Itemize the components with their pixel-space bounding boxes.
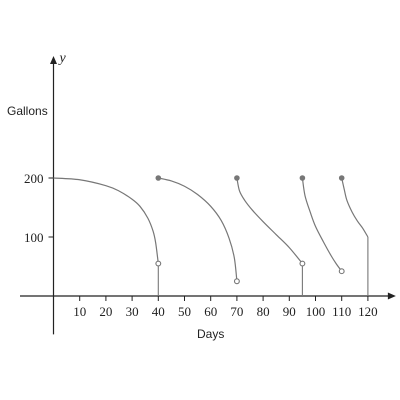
closed-endpoint: [234, 175, 240, 181]
x-tick-label: 20: [99, 304, 112, 319]
x-tick-label: 70: [230, 304, 243, 319]
series: [53, 175, 369, 296]
x-axis-arrow: [387, 292, 396, 300]
closed-endpoint: [338, 175, 345, 181]
open-endpoint: [299, 260, 306, 267]
refill-segment-2: [155, 175, 240, 285]
open-endpoint: [338, 268, 345, 275]
segment-curve: [301, 177, 343, 272]
closed-endpoint: [299, 175, 306, 181]
x-tick-label: 100: [306, 304, 326, 319]
y-axis-variable: y: [58, 51, 67, 66]
segment-curve: [53, 177, 159, 264]
ticks: 10 20 30 40 50 60 70 80 90 100 110 120 100 200: [24, 171, 378, 319]
x-tick-label: 30: [126, 304, 139, 319]
x-tick-label: 120: [358, 304, 378, 319]
y-tick-label: 100: [24, 230, 44, 245]
refill-segment-5: [338, 175, 369, 296]
refill-segment-3: [234, 175, 306, 296]
refill-segment-4: [299, 175, 345, 275]
x-tick-label: 40: [152, 304, 165, 319]
x-tick-label: 50: [178, 304, 191, 319]
x-axis-title: Days: [197, 327, 224, 341]
segment-curve: [236, 177, 303, 264]
x-tick-label: 60: [204, 304, 217, 319]
segment-curve: [158, 177, 238, 282]
closed-endpoint: [155, 175, 162, 181]
axes: t y Days Gallons: [7, 51, 400, 341]
y-axis-arrow: [50, 55, 57, 64]
x-tick-label: 80: [257, 304, 270, 319]
y-axis-title: Gallons: [7, 104, 48, 118]
y-tick-label: 200: [24, 171, 44, 186]
x-tick-label: 10: [73, 304, 86, 319]
open-endpoint: [155, 260, 162, 267]
segment-curve: [341, 177, 369, 238]
refill-segment-1: [53, 177, 162, 296]
x-tick-label: 110: [332, 304, 351, 319]
open-endpoint: [233, 278, 240, 285]
x-tick-label: 90: [283, 304, 296, 319]
